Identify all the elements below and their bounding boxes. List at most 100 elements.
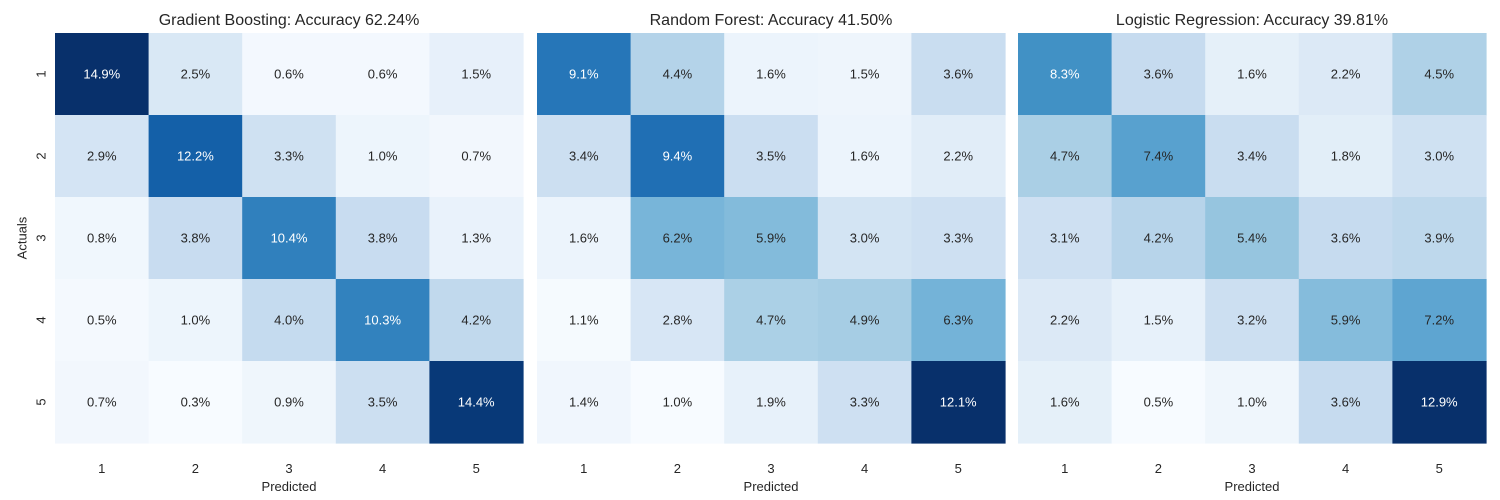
cell-value-label: 1.0% (181, 313, 211, 328)
heatmap-cell (911, 361, 1006, 444)
cell-value-label: 14.9% (83, 67, 120, 82)
heatmap-cell (1018, 115, 1113, 198)
cell-value-label: 3.5% (368, 395, 398, 410)
heatmap-panels: 14.9% 2.5% 0.6% 0.6% 1.5%2.9% 12.2% 3.3% 1.0% 0.… (15, 12, 1487, 494)
cell-value-label: 3.3% (943, 231, 973, 246)
cell-value-label: 8.3% (1050, 67, 1080, 82)
cell-value-label: 12.2% (177, 149, 214, 164)
cell-value-label: 1.4% (569, 395, 599, 410)
cell-value-label: 4.7% (1050, 149, 1080, 164)
heatmap-cell (242, 197, 337, 280)
heatmap-cell (335, 197, 430, 280)
cell-value-label: 4.2% (461, 313, 491, 328)
y-tick-label: 3 (34, 234, 49, 241)
heatmap-cell (911, 279, 1006, 362)
cell-value-label: 1.6% (756, 67, 786, 82)
cell-value-label: 2.2% (1331, 67, 1361, 82)
y-tick-label: 5 (34, 398, 49, 405)
heatmap-cell (148, 33, 243, 116)
cell-value-label: 1.0% (368, 149, 398, 164)
cell-value-label: 3.9% (1424, 231, 1454, 246)
heatmap-cell (537, 33, 632, 116)
cell-value-label: 5.9% (756, 231, 786, 246)
cell-value-label: 1.1% (569, 313, 599, 328)
cell-value-label: 3.5% (756, 149, 786, 164)
cell-value-label: 0.6% (368, 67, 398, 82)
heatmap-cell (429, 361, 524, 444)
x-axis-label: Predicted (262, 479, 317, 494)
heatmap-cell (537, 115, 632, 198)
cell-value-label: 2.2% (1050, 313, 1080, 328)
cell-value-label: 4.0% (274, 313, 304, 328)
heatmap-cell (242, 33, 337, 116)
panel-title: Gradient Boosting: Accuracy 62.24% (159, 12, 420, 29)
x-tick-label: 1 (1061, 461, 1068, 476)
heatmap-cell (1205, 197, 1300, 280)
x-tick-label: 3 (285, 461, 292, 476)
heatmap-cell (1111, 33, 1206, 116)
heatmap-cell (1298, 361, 1393, 444)
heatmap-cell (1111, 279, 1206, 362)
x-tick-label: 4 (1342, 461, 1349, 476)
cell-value-label: 3.4% (1237, 149, 1267, 164)
panel-title: Logistic Regression: Accuracy 39.81% (1116, 12, 1388, 29)
panel-title: Random Forest: Accuracy 41.50% (650, 12, 893, 29)
x-tick-label: 2 (674, 461, 681, 476)
cell-value-label: 0.9% (274, 395, 304, 410)
cell-value-label: 3.6% (1331, 395, 1361, 410)
cell-value-label: 2.9% (87, 149, 117, 164)
cell-value-label: 3.3% (850, 395, 880, 410)
heatmap-cell (55, 197, 150, 280)
x-tick-label: 3 (1248, 461, 1255, 476)
heatmap-cell (429, 197, 524, 280)
heatmap-cell (630, 361, 725, 444)
y-tick-label: 4 (34, 316, 49, 323)
cell-value-label: 3.6% (1144, 67, 1174, 82)
heatmap-panel-3: 8.3% 3.6% 1.6% 2.2% 4.5% 4.7% 7.4% 3.4% 1.8% 3.0%… (1018, 12, 1487, 494)
cell-value-label: 3.0% (850, 231, 880, 246)
x-tick-label: 5 (955, 461, 962, 476)
heatmap-cell (537, 279, 632, 362)
heatmap-cell (817, 33, 912, 116)
heatmap-cell (335, 33, 430, 116)
x-tick-label: 5 (1436, 461, 1443, 476)
heatmap-cell (242, 115, 337, 198)
cell-value-label: 1.5% (850, 67, 880, 82)
heatmap-panel-2: 9.1% 4.4% 1.6% 1.5% 3.6% 3.4% 9.4% 3.5% 1.6% 2.2%… (537, 12, 1006, 494)
heatmap-cell (537, 361, 632, 444)
cell-value-label: 3.6% (943, 67, 973, 82)
heatmap-cell (630, 197, 725, 280)
heatmap-cell (724, 115, 819, 198)
heatmap-cell (1392, 115, 1487, 198)
heatmap-cell (242, 279, 337, 362)
cell-value-label: 1.6% (1237, 67, 1267, 82)
heatmap-cell (1298, 197, 1393, 280)
heatmap-panel-1: 14.9% 2.5% 0.6% 0.6% 1.5% 2.9% 12.2% 3.3% 1.0% 0.… (15, 12, 524, 494)
heatmap-cell (817, 197, 912, 280)
heatmap-cell (148, 115, 243, 198)
heatmap-cell (335, 361, 430, 444)
cell-value-label: 9.1% (569, 67, 599, 82)
cell-value-label: 1.6% (850, 149, 880, 164)
heatmap-cell (1392, 197, 1487, 280)
cell-value-label: 1.0% (1237, 395, 1267, 410)
heatmap-cell (55, 33, 150, 116)
heatmap-cell (1205, 33, 1300, 116)
cell-value-label: 7.2% (1424, 313, 1454, 328)
cell-value-label: 3.8% (181, 231, 211, 246)
cell-value-label: 3.2% (1237, 313, 1267, 328)
heatmap-cell (335, 279, 430, 362)
heatmap-cell (1392, 279, 1487, 362)
heatmap-cell (724, 33, 819, 116)
heatmap-cell (724, 197, 819, 280)
heatmap-cell (242, 361, 337, 444)
heatmap-cell (1298, 115, 1393, 198)
cell-value-label: 1.9% (756, 395, 786, 410)
cell-value-label: 7.4% (1144, 149, 1174, 164)
x-tick-label: 1 (98, 461, 105, 476)
cell-value-label: 3.0% (1424, 149, 1454, 164)
cell-value-label: 0.5% (1144, 395, 1174, 410)
heatmap-cell (55, 361, 150, 444)
x-tick-label: 2 (192, 461, 199, 476)
heatmap-cell (724, 279, 819, 362)
